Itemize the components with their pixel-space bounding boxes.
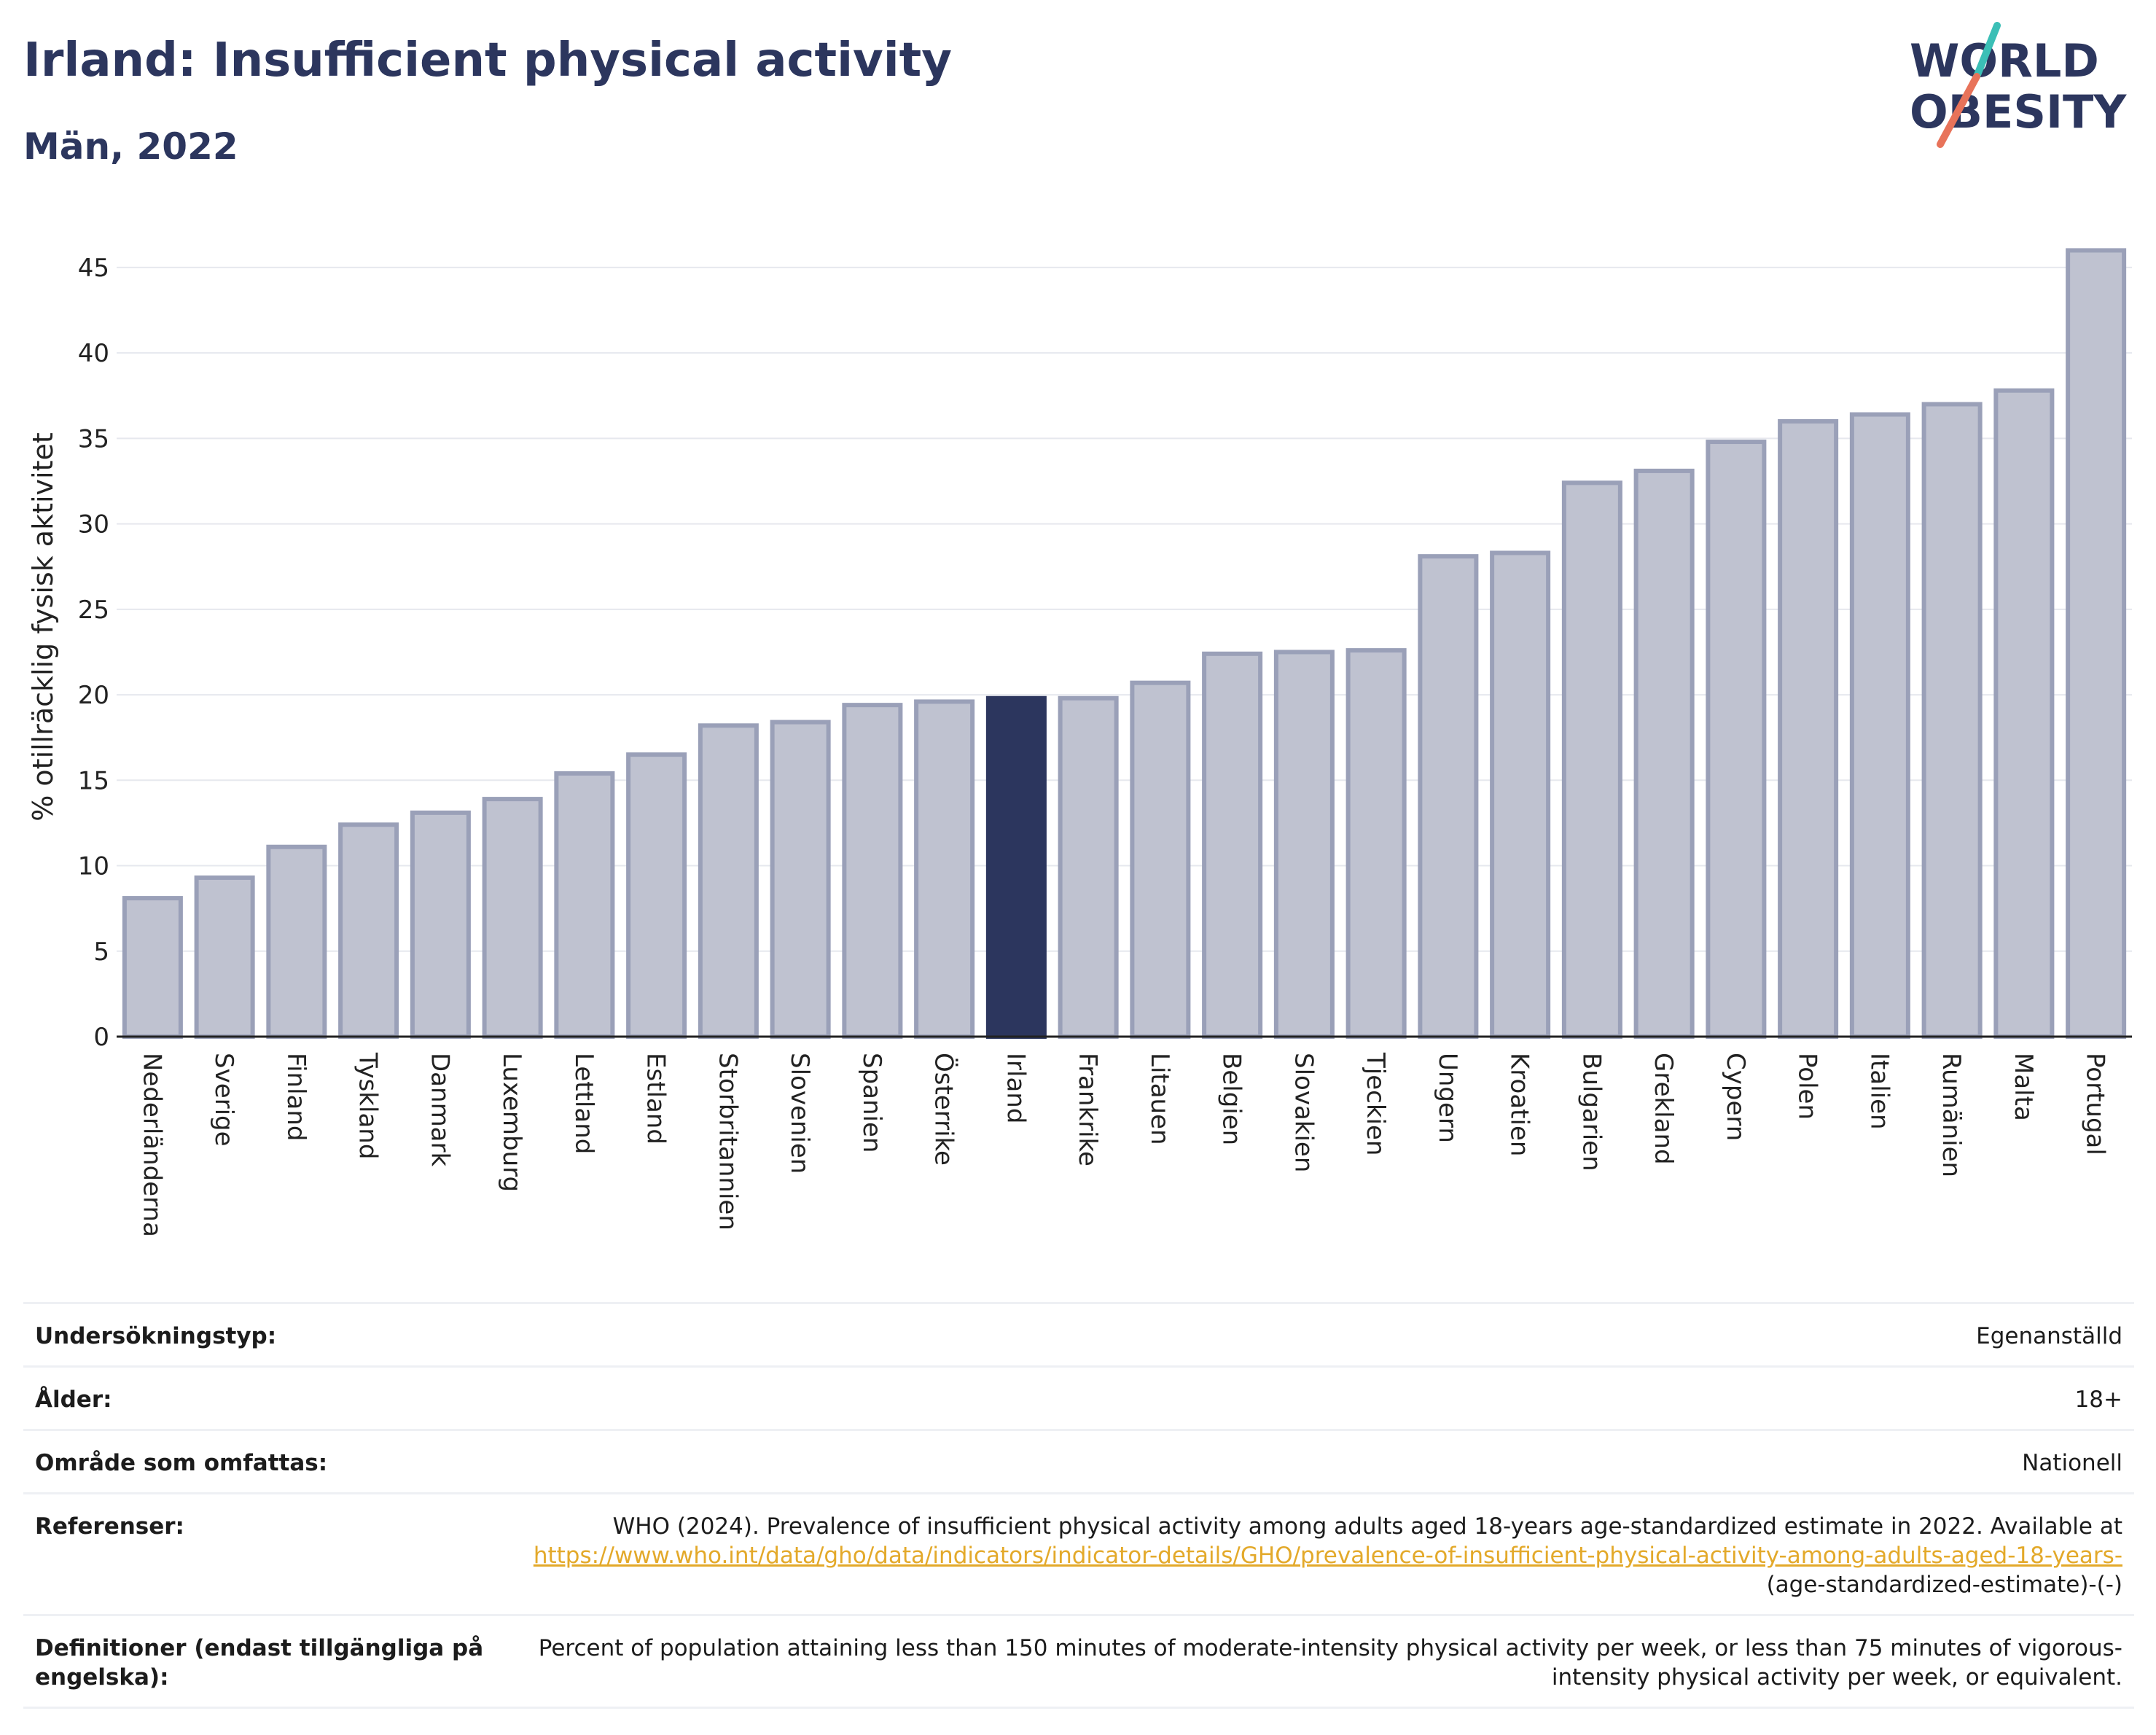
meta-value: Percent of population attaining less tha… [538,1635,2122,1691]
y-axis-label: % otillräcklig fysisk aktivitet [27,432,59,822]
bar-storbritannien [698,723,759,1039]
x-axis-labels: Nederländerna Sverige Finland Tyskland Danma… [137,1052,2109,1237]
bar-cypern [1706,440,1767,1039]
meta-key: Referenser: [35,1513,184,1540]
x-tick-label: Polen [1793,1053,1822,1120]
y-tick-label: 45 [78,254,109,283]
meta-key: Definitioner (endast tillgängliga på eng… [35,1635,484,1691]
x-tick-label: Kroatien [1505,1053,1534,1156]
bar-nederländerna [122,896,183,1040]
bar-tjeckien [1345,648,1407,1039]
page-title: Irland: Insufficient physical activity [23,34,952,87]
x-tick-label: Malta [2009,1053,2038,1121]
bar-lettland [554,771,615,1039]
meta-value: WHO (2024). Prevalence of insufficient p… [501,1512,2122,1599]
x-tick-label: Estland [641,1053,671,1145]
bar-rumänien [1921,402,1983,1039]
world-obesity-logo: WORLD OBESITY [1910,22,2127,148]
metadata-table: Undersökningstyp: Egenanställd Ålder: 18… [23,1302,2134,1709]
bar-grekland [1633,468,1695,1039]
x-tick-label: Nederländerna [137,1053,166,1237]
x-tick-label: Italien [1864,1053,1894,1130]
logo-line2: OBESITY [1910,85,2127,139]
reference-link[interactable]: https://www.who.int/data/gho/data/indica… [533,1543,2122,1569]
logo-line1: WORLD [1910,34,2099,87]
x-tick-label: Österrike [929,1053,959,1166]
y-tick-label: 35 [78,424,109,453]
meta-key: Ålder: [35,1387,112,1413]
bar-luxemburg [482,797,543,1039]
reference-suffix: (age-standardized-estimate)-(-) [1766,1572,2122,1598]
bar-polen [1778,418,1839,1039]
meta-key: Område som omfattas: [35,1450,328,1476]
bar-malta [1993,388,2055,1039]
x-tick-label: Belgien [1217,1053,1246,1145]
logo-slash-bottom-icon [1937,73,1980,148]
meta-value: 18+ [2074,1387,2122,1413]
x-tick-label: Storbritannien [713,1053,742,1231]
bar-slovakien [1273,650,1335,1039]
page-subtitle: Män, 2022 [23,125,238,168]
y-tick-label: 15 [78,766,109,795]
y-tick-label: 40 [78,339,109,368]
bar-danmark [410,810,471,1039]
bar-kroatien [1490,550,1551,1039]
x-tick-label: Spanien [857,1053,886,1153]
meta-key: Undersökningstyp: [35,1323,277,1349]
bar-frankrike [1058,695,1119,1039]
meta-row-age: Ålder: 18+ [23,1365,2134,1429]
x-tick-label: Irland [1001,1053,1030,1123]
x-tick-label: Danmark [425,1053,454,1166]
y-tick-label: 5 [93,937,109,967]
y-tick-label: 0 [93,1023,109,1052]
x-tick-label: Frankrike [1073,1053,1102,1166]
meta-value: Nationell [2022,1450,2122,1476]
x-tick-label: Bulgarien [1577,1053,1606,1171]
bar-belgien [1202,651,1263,1039]
y-tick-label: 10 [78,852,109,881]
y-tick-label: 20 [78,681,109,710]
bar-tyskland [338,822,399,1039]
y-tick-label: 25 [78,596,109,625]
x-tick-label: Sverige [209,1053,238,1147]
x-tick-label: Finland [281,1053,310,1142]
x-tick-label: Lettland [569,1053,598,1154]
y-tick-label: 30 [78,510,109,539]
x-tick-label: Portugal [2081,1053,2110,1155]
logo-slash-top-icon [1973,22,2001,80]
x-tick-label: Ungern [1433,1053,1462,1143]
x-tick-label: Tyskland [354,1052,383,1159]
bar-portugal [2066,248,2127,1040]
x-tick-label: Grekland [1649,1053,1678,1165]
meta-row-references: Referenser: WHO (2024). Prevalence of in… [23,1492,2134,1614]
meta-row-coverage: Område som omfattas: Nationell [23,1429,2134,1492]
reference-text: WHO (2024). Prevalence of insufficient p… [612,1513,2122,1540]
bar-slovenien [770,720,831,1039]
y-axis-ticks: 0 5 10 15 20 25 30 35 40 45 [78,254,109,1052]
meta-value: Egenanställd [1976,1323,2122,1349]
bar-bulgarien [1561,480,1622,1039]
bar-ungern [1418,554,1479,1040]
x-tick-label: Luxemburg [497,1053,526,1192]
bar-irland [985,695,1047,1039]
x-tick-label: Litauen [1145,1053,1174,1145]
bar-estland [626,752,687,1040]
bar-sverige [194,875,255,1040]
bar-österrike [914,699,975,1039]
x-tick-label: Tjeckien [1361,1052,1390,1155]
meta-row-survey-type: Undersökningstyp: Egenanställd [23,1302,2134,1365]
x-tick-label: Cypern [1721,1053,1750,1141]
bar-litauen [1130,680,1191,1039]
meta-row-definitions: Definitioner (endast tillgängliga på eng… [23,1614,2134,1709]
x-tick-label: Slovakien [1289,1053,1318,1172]
bar-spanien [842,703,903,1039]
bar-finland [266,844,327,1039]
x-tick-label: Rumänien [1937,1053,1966,1177]
bar-chart: 0 5 10 15 20 25 30 35 40 45 Nederländerna Sverige F… [27,248,2132,1237]
bar-italien [1849,412,1910,1039]
x-tick-label: Slovenien [785,1053,814,1174]
bars [122,248,2127,1040]
